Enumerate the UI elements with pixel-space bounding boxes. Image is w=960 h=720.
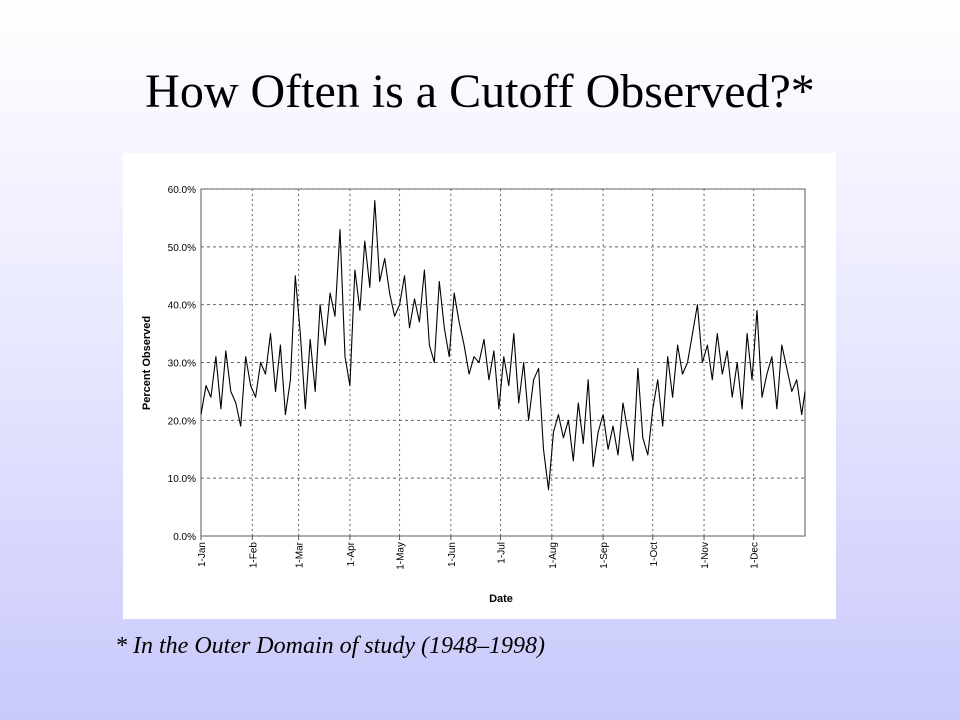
x-tick-label: 1-Oct <box>649 542 660 567</box>
slide-title: How Often is a Cutoff Observed?* <box>145 65 815 118</box>
chart-panel: 0.0% 10.0% 20.0% 30.0% 40.0% 50.0% 60.0% 1-Jan… <box>123 153 836 619</box>
x-tick-label: 1-Dec <box>750 542 761 569</box>
y-tick-labels: 0.0% 10.0% 20.0% 30.0% 40.0% 50.0% 60.0% <box>168 185 196 543</box>
footnote: * In the Outer Domain of study (1948–199… <box>115 633 545 659</box>
y-tick-label: 0.0% <box>173 532 196 543</box>
y-tick-label: 20.0% <box>168 416 196 427</box>
line-chart: 0.0% 10.0% 20.0% 30.0% 40.0% 50.0% 60.0% 1-Jan… <box>141 185 806 605</box>
y-tick-label: 50.0% <box>168 243 196 254</box>
x-tick-label: 1-May <box>396 542 407 570</box>
x-tick-label: 1-Nov <box>700 542 711 569</box>
series-line <box>200 200 806 491</box>
x-tick-label: 1-Jan <box>197 542 208 567</box>
y-axis-label: Percent Observed <box>141 316 153 410</box>
x-tick-label: 1-Aug <box>548 542 559 569</box>
x-tick-labels: 1-Jan 1-Feb 1-Mar 1-Apr 1-May 1-Jun 1-Jul 1-Aug… <box>197 541 761 569</box>
x-axis-label: Date <box>489 593 513 605</box>
y-tick-label: 30.0% <box>168 359 196 370</box>
x-tick-label: 1-Jun <box>447 542 458 567</box>
x-tick-label: 1-Mar <box>295 541 306 568</box>
x-tick-label: 1-Apr <box>346 541 357 566</box>
y-tick-label: 10.0% <box>168 474 196 485</box>
x-tick-label: 1-Sep <box>599 542 610 569</box>
y-tick-label: 40.0% <box>168 301 196 312</box>
y-tick-label: 60.0% <box>168 185 196 196</box>
x-tick-label: 1-Jul <box>497 542 508 564</box>
x-tick-label: 1-Feb <box>248 542 259 569</box>
